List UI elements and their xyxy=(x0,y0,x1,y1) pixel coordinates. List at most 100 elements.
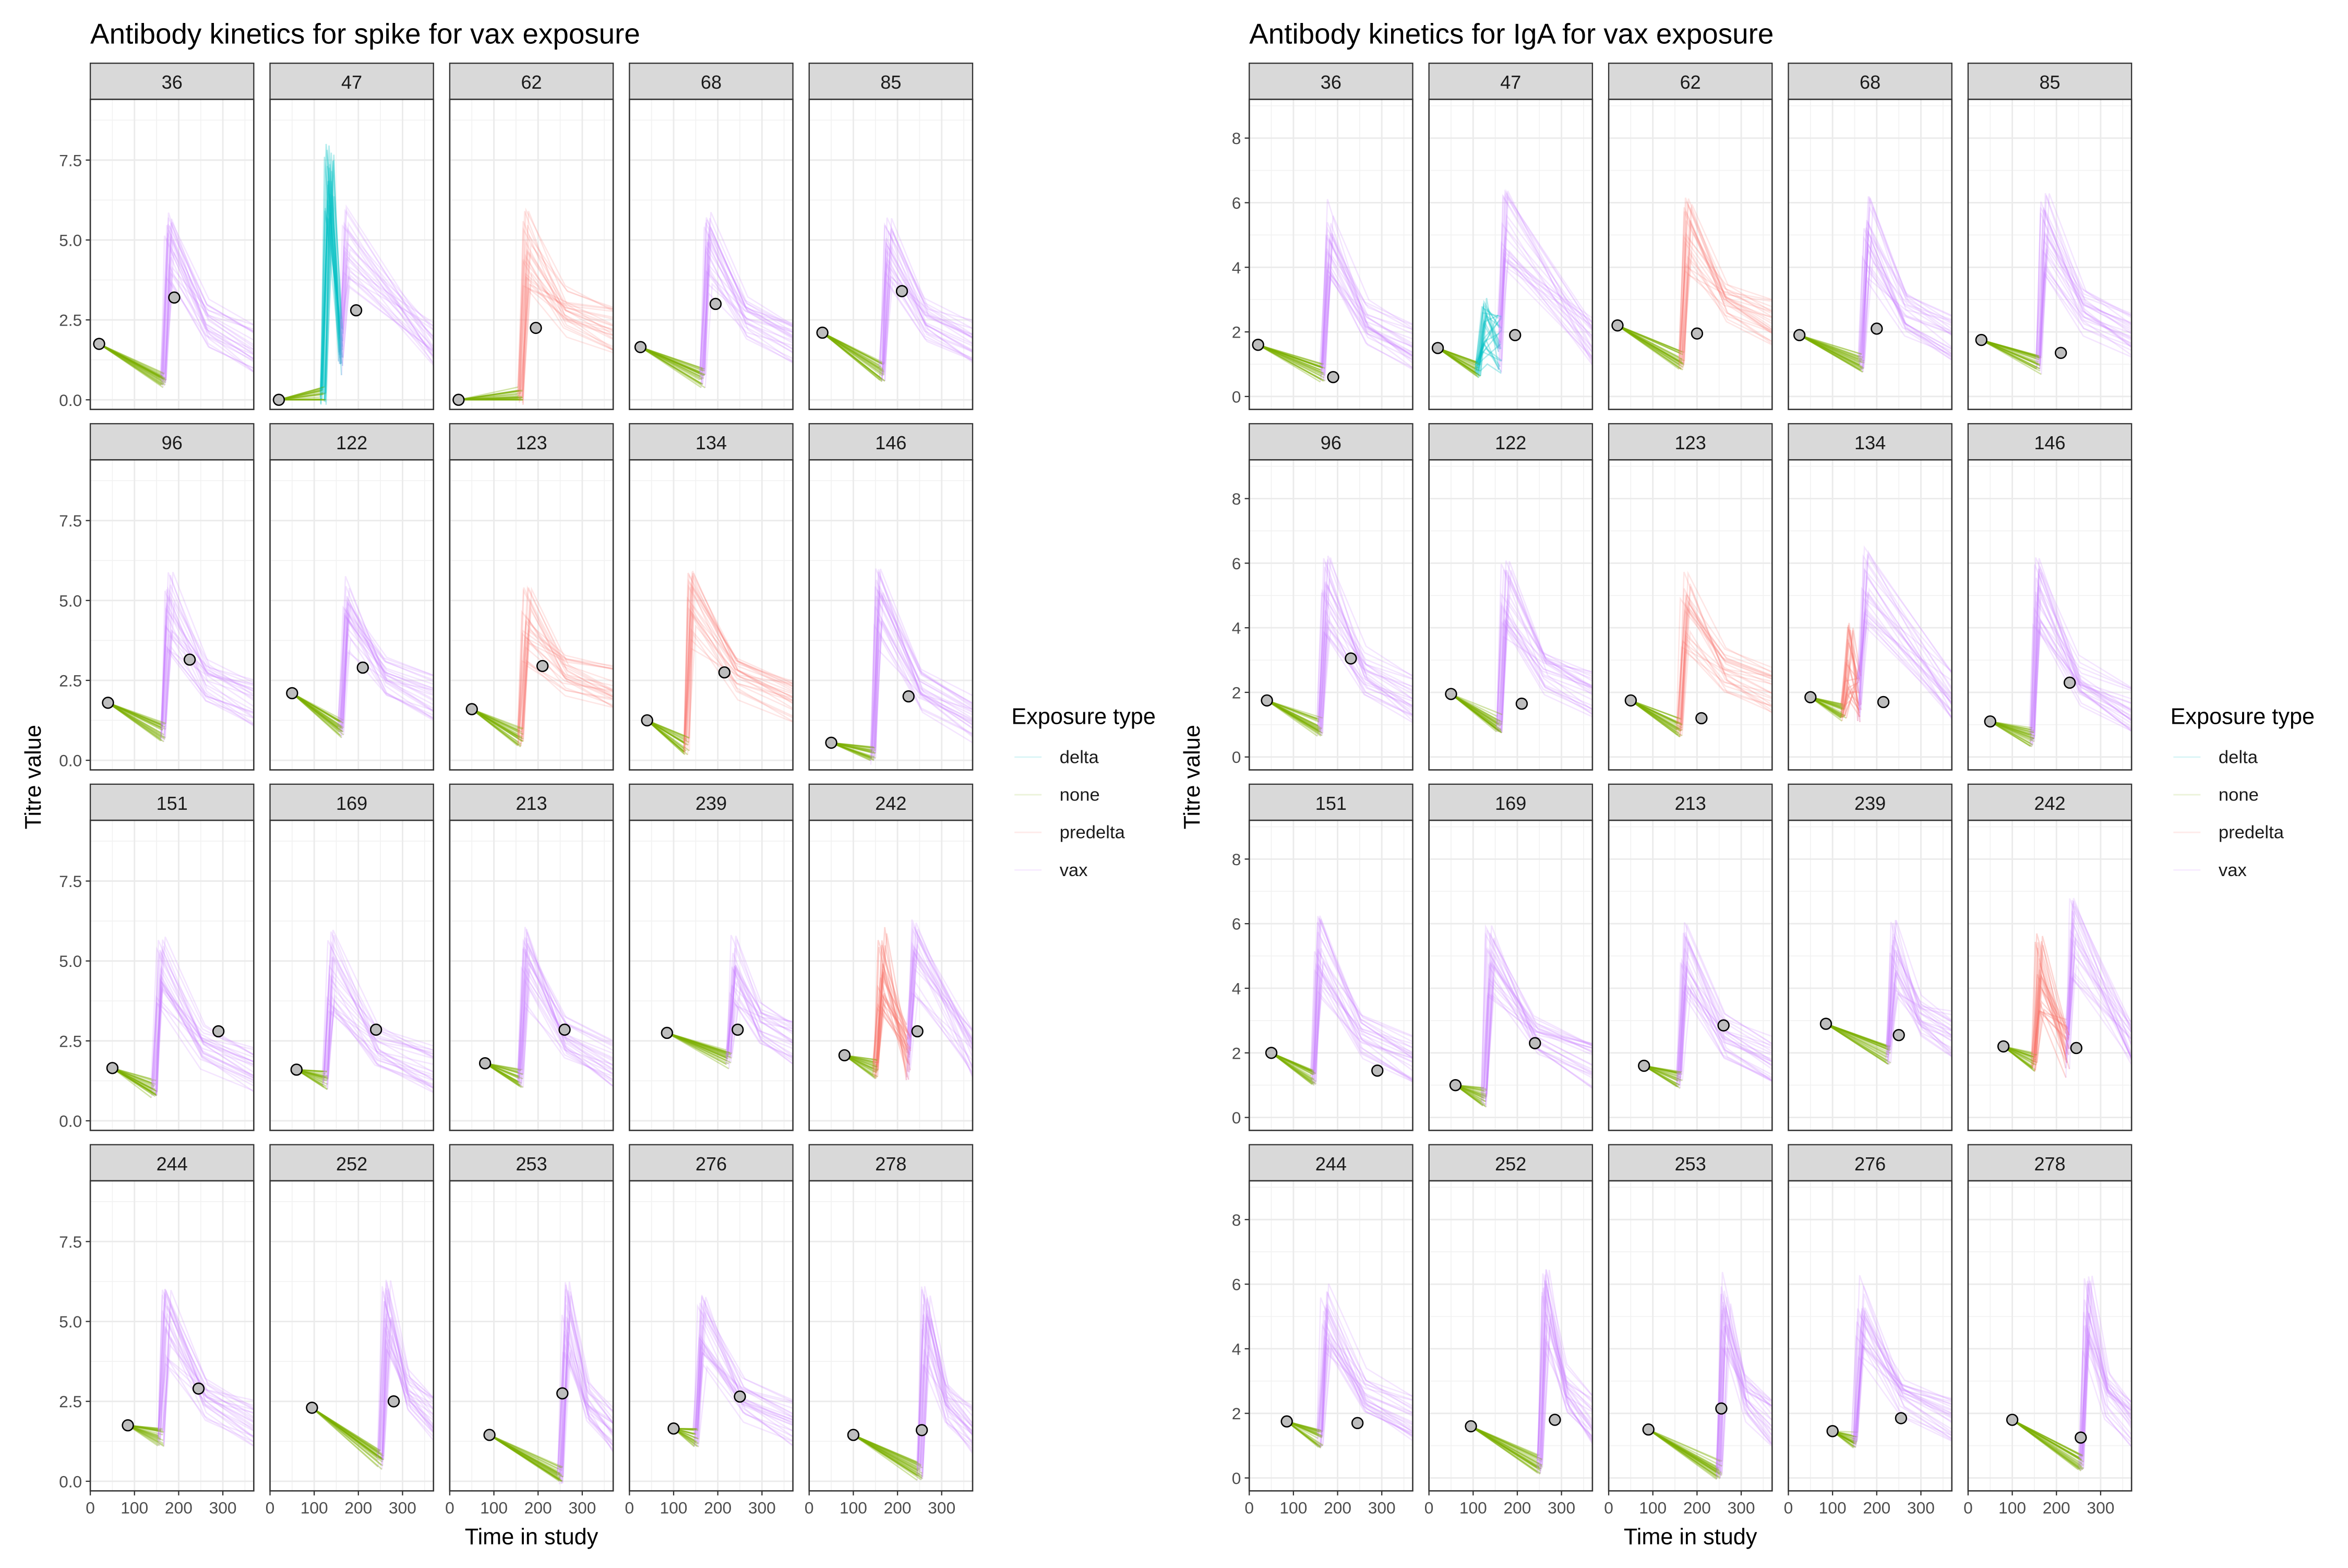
x-tick-label: 200 xyxy=(2043,1498,2070,1517)
x-tick-label: 200 xyxy=(1683,1498,1711,1517)
observed-point xyxy=(1985,716,1996,727)
x-tick-label: 300 xyxy=(1907,1498,1935,1517)
y-tick-label: 0.0 xyxy=(59,1472,82,1491)
y-tick-label: 6 xyxy=(1232,554,1241,573)
observed-point xyxy=(903,691,914,702)
y-tick-label: 2 xyxy=(1232,1404,1241,1423)
observed-point xyxy=(537,661,548,672)
facet-strip-label: 85 xyxy=(2039,71,2060,93)
facet-strip-label: 68 xyxy=(701,71,722,93)
x-tick-label: 0 xyxy=(445,1498,454,1517)
y-tick-label: 5.0 xyxy=(59,231,82,249)
panel-background xyxy=(450,1181,613,1491)
facet-strip-label: 68 xyxy=(1860,71,1880,93)
observed-point xyxy=(2064,677,2075,688)
observed-point xyxy=(94,339,105,350)
y-tick-label: 0 xyxy=(1232,387,1241,406)
observed-point xyxy=(1466,1421,1477,1432)
x-tick-label: 0 xyxy=(1784,1498,1793,1517)
facet-panel: 169 xyxy=(270,784,433,1130)
y-tick-label: 0 xyxy=(1232,748,1241,767)
facet-panel: 134 xyxy=(629,424,793,770)
observed-point xyxy=(1253,339,1264,350)
x-tick-label: 300 xyxy=(1368,1498,1396,1517)
observed-point xyxy=(817,327,828,338)
x-tick-label: 300 xyxy=(1728,1498,1755,1517)
observed-point xyxy=(635,342,646,353)
facet-panel: 146 xyxy=(1968,424,2131,770)
observed-point xyxy=(1696,713,1707,724)
x-axis-title: Time in study xyxy=(1624,1525,1757,1550)
panel-background xyxy=(270,820,433,1130)
observed-point xyxy=(1529,1038,1540,1049)
x-tick-label: 200 xyxy=(704,1498,732,1517)
x-tick-label: 100 xyxy=(1819,1498,1847,1517)
y-tick-label: 6 xyxy=(1232,194,1241,212)
chart-title: Antibody kinetics for IgA for vax exposu… xyxy=(1249,18,1774,50)
x-tick-label: 200 xyxy=(1863,1498,1890,1517)
facet-panel: 62 xyxy=(450,63,613,409)
observed-point xyxy=(668,1423,679,1434)
legend-label-vax: vax xyxy=(1060,860,1088,880)
x-tick-label: 300 xyxy=(1548,1498,1575,1517)
observed-point xyxy=(1827,1426,1838,1437)
y-tick-label: 5.0 xyxy=(59,591,82,610)
legend-label-none: none xyxy=(2219,785,2259,805)
observed-point xyxy=(1896,1413,1907,1424)
y-tick-label: 7.5 xyxy=(59,511,82,530)
observed-point xyxy=(1516,698,1527,709)
observed-point xyxy=(1871,323,1882,334)
y-tick-label: 5.0 xyxy=(59,952,82,971)
observed-point xyxy=(916,1425,927,1435)
facet-panel: 47 xyxy=(1429,63,1592,409)
facet-strip-label: 62 xyxy=(521,71,542,93)
chart-0: Antibody kinetics for spike for vax expo… xyxy=(21,18,1156,1550)
x-tick-label: 100 xyxy=(660,1498,688,1517)
facet-strip-label: 36 xyxy=(1321,71,1341,93)
facet-strip-label: 96 xyxy=(162,432,183,453)
observed-point xyxy=(2071,1043,2082,1054)
observed-point xyxy=(291,1064,302,1075)
x-tick-label: 300 xyxy=(568,1498,596,1517)
legend-label-predelta: predelta xyxy=(1060,823,1125,843)
observed-point xyxy=(1716,1403,1727,1414)
observed-point xyxy=(453,394,464,405)
observed-point xyxy=(2007,1415,2018,1426)
observed-point xyxy=(1266,1047,1277,1058)
y-tick-label: 0.0 xyxy=(59,1111,82,1130)
x-tick-label: 100 xyxy=(121,1498,148,1517)
panel-background xyxy=(270,99,433,409)
observed-point xyxy=(732,1024,743,1035)
facet-panel: 85 xyxy=(809,63,973,409)
legend-label-delta: delta xyxy=(2219,747,2258,767)
observed-point xyxy=(826,737,837,748)
y-tick-label: 0 xyxy=(1232,1108,1241,1127)
facet-strip-label: 123 xyxy=(516,432,547,453)
y-tick-label: 2 xyxy=(1232,323,1241,342)
y-tick-label: 7.5 xyxy=(59,151,82,170)
y-tick-label: 8 xyxy=(1232,1211,1241,1229)
observed-point xyxy=(642,715,653,726)
observed-point xyxy=(912,1026,923,1037)
chart-title: Antibody kinetics for spike for vax expo… xyxy=(90,18,640,50)
observed-point xyxy=(559,1024,570,1035)
observed-point xyxy=(213,1026,224,1037)
observed-point xyxy=(1550,1415,1561,1426)
y-tick-label: 0 xyxy=(1232,1469,1241,1488)
panel-background xyxy=(629,820,793,1130)
panel-background xyxy=(270,1181,433,1491)
observed-point xyxy=(1894,1030,1904,1040)
facet-strip-label: 122 xyxy=(336,432,367,453)
facet-panel: 123 xyxy=(1609,424,1772,770)
observed-point xyxy=(1718,1020,1729,1031)
x-tick-label: 200 xyxy=(165,1498,193,1517)
facet-strip-label: 253 xyxy=(516,1153,547,1175)
facet-panel: 122 xyxy=(1429,424,1592,770)
facet-panel: 122 xyxy=(270,424,433,770)
